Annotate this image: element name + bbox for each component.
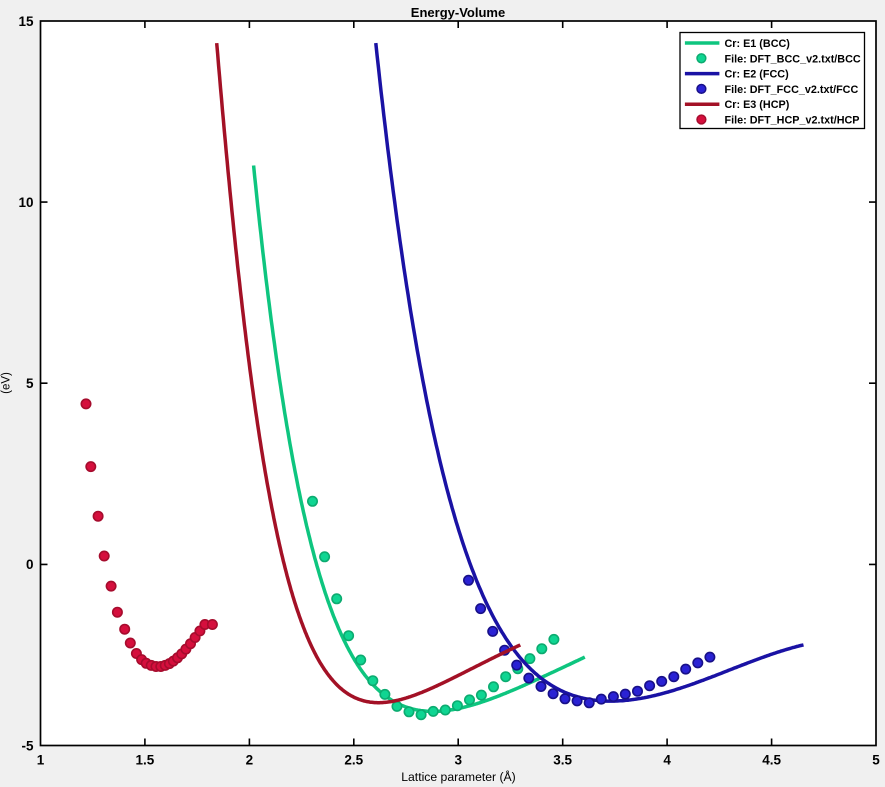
svg-text:5: 5 [26,376,34,391]
svg-text:File: DFT_FCC_v2.txt/FCC: File: DFT_FCC_v2.txt/FCC [725,84,859,96]
svg-text:-5: -5 [21,738,33,753]
svg-text:1.5: 1.5 [136,753,155,768]
svg-text:2.5: 2.5 [344,753,363,768]
svg-text:4.5: 4.5 [762,753,781,768]
svg-text:Energy-Volume: Energy-Volume [411,5,505,20]
svg-text:15: 15 [18,14,34,29]
svg-text:4: 4 [663,753,671,768]
svg-text:5: 5 [872,753,880,768]
svg-text:File: DFT_BCC_v2.txt/BCC: File: DFT_BCC_v2.txt/BCC [725,53,861,65]
svg-text:1: 1 [37,753,45,768]
svg-text:3: 3 [454,753,462,768]
svg-text:Lattice parameter (Å): Lattice parameter (Å) [401,769,515,784]
svg-text:(eV): (eV) [1,372,13,394]
svg-text:3.5: 3.5 [553,753,572,768]
svg-text:10: 10 [18,195,33,210]
svg-text:Cr: E1 (BCC): Cr: E1 (BCC) [725,38,791,50]
svg-text:Cr: E2 (FCC): Cr: E2 (FCC) [725,69,790,81]
svg-text:Cr: E3 (HCP): Cr: E3 (HCP) [725,99,790,111]
svg-text:2: 2 [246,753,254,768]
svg-text:File: DFT_HCP_v2.txt/HCP: File: DFT_HCP_v2.txt/HCP [725,115,860,127]
svg-text:0: 0 [26,557,34,572]
